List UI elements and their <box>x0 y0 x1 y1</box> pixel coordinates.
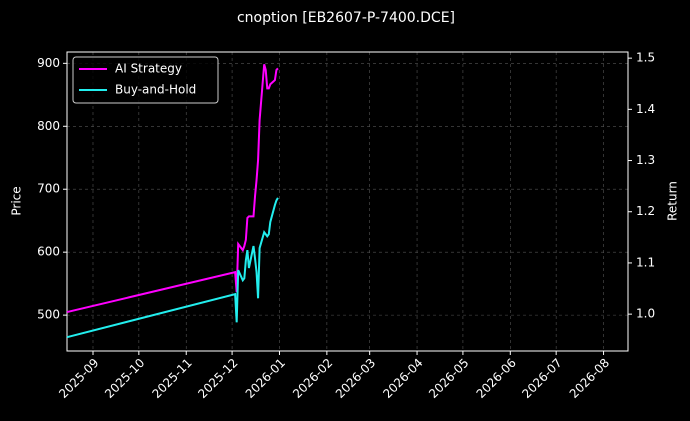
y-tick-label: 700 <box>37 182 60 196</box>
y-tick-label: 900 <box>37 56 60 70</box>
y2-tick-label: 1.3 <box>636 153 655 167</box>
series-line <box>66 64 279 314</box>
plot-frame <box>66 51 629 352</box>
series-line <box>66 197 279 339</box>
y-tick-label: 800 <box>37 119 60 133</box>
y2-tick-label: 1.2 <box>636 204 655 218</box>
chart-title: cnoption [EB2607-P-7400.DCE] <box>237 10 455 26</box>
y-axis-label: Price <box>10 186 24 215</box>
y2-tick-label: 1.0 <box>636 307 655 321</box>
y2-axis-label: Return <box>666 181 680 221</box>
y2-tick-label: 1.4 <box>636 102 655 116</box>
legend-label: Buy-and-Hold <box>115 83 196 97</box>
y2-tick-label: 1.1 <box>636 255 655 269</box>
legend-box <box>72 56 219 104</box>
y-tick-label: 600 <box>37 245 60 259</box>
y2-tick-label: 1.5 <box>636 51 655 65</box>
y-tick-label: 500 <box>37 308 60 322</box>
legend: AI Strategy Buy-and-Hold <box>72 56 219 104</box>
legend-label: AI Strategy <box>115 62 182 76</box>
